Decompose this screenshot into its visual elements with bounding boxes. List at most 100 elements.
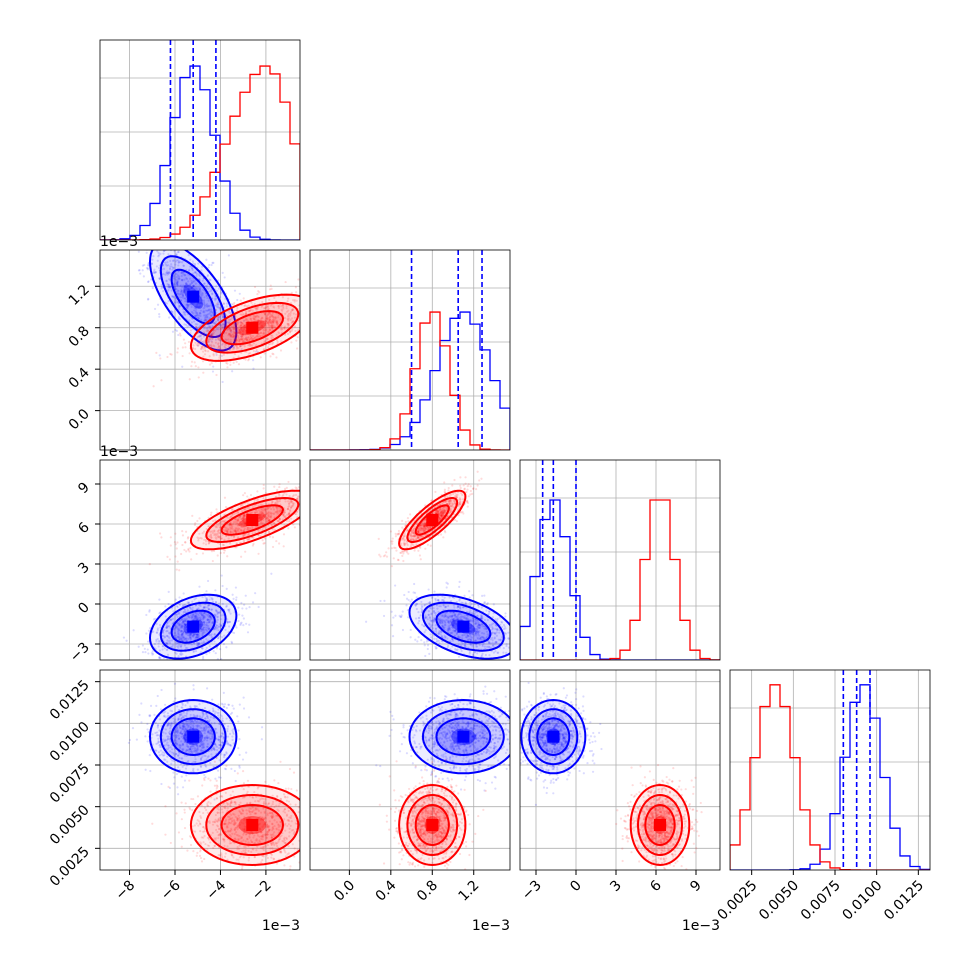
scatter-point — [241, 518, 244, 521]
scatter-point — [467, 635, 470, 638]
scatter-point — [417, 636, 420, 639]
scatter-point — [251, 359, 255, 362]
scatter-point — [275, 338, 279, 342]
scatter-point — [291, 504, 294, 507]
scatter-point — [470, 602, 473, 606]
scatter-point — [516, 679, 518, 681]
scatter-point — [242, 517, 246, 520]
scatter-point — [196, 519, 199, 523]
scatter-point — [186, 303, 189, 306]
scatter-point — [494, 632, 497, 635]
scatter-point — [134, 667, 136, 669]
scatter-point — [180, 637, 183, 640]
scatter-point — [190, 558, 193, 561]
scatter-point — [272, 508, 276, 511]
scatter-point — [202, 331, 206, 334]
scatter-point — [270, 336, 273, 340]
scatter-point — [183, 617, 186, 621]
scatter-point — [173, 631, 177, 635]
scatter-point — [287, 319, 290, 322]
scatter-point — [213, 633, 216, 636]
scatter-point — [466, 488, 469, 491]
scatter-point — [231, 370, 234, 373]
scatter-point — [182, 289, 185, 292]
scatter-point — [289, 312, 292, 315]
scatter-point — [215, 628, 218, 631]
scatter-point — [249, 493, 253, 497]
scatter-point — [166, 261, 169, 264]
scatter-point — [229, 612, 232, 615]
scatter-point — [201, 279, 204, 282]
scatter-point — [175, 275, 178, 279]
scatter-point — [434, 611, 437, 615]
scatter-point — [438, 641, 441, 645]
scatter-point — [203, 631, 206, 634]
scatter-point — [473, 603, 476, 606]
scatter-point — [203, 319, 206, 323]
scatter-point — [192, 635, 195, 638]
scatter-point — [511, 668, 513, 670]
scatter-point — [260, 324, 263, 328]
scatter-point — [249, 342, 252, 346]
scatter-point — [221, 327, 224, 330]
scatter-point — [446, 616, 449, 619]
scatter-point — [162, 656, 165, 660]
scatter-point — [447, 621, 450, 624]
scatter-point — [217, 629, 220, 632]
scatter-point — [525, 678, 527, 680]
scatter-point — [495, 640, 498, 643]
scatter-point — [423, 616, 427, 619]
scatter-point — [141, 644, 145, 647]
scatter-point — [233, 353, 237, 356]
scatter-point — [481, 617, 484, 620]
scatter-point — [235, 332, 238, 335]
scatter-point — [268, 315, 272, 318]
scatter-point — [198, 287, 202, 291]
scatter-point — [186, 537, 190, 540]
scatter-point — [489, 646, 493, 649]
scatter-point — [438, 621, 441, 625]
scatter-point — [219, 526, 222, 529]
scatter-point — [233, 535, 236, 538]
scatter-point — [179, 284, 182, 287]
scatter-point — [269, 313, 272, 316]
scatter-point — [182, 636, 186, 639]
scatter-point — [202, 606, 205, 609]
scatter-point — [206, 327, 209, 330]
scatter-point — [239, 529, 242, 532]
scatter-point — [178, 596, 181, 599]
histogram-series-0 — [100, 65, 300, 240]
scatter-point — [455, 618, 458, 621]
scatter-point — [289, 330, 292, 333]
scatter-point — [241, 329, 244, 333]
scatter-point — [229, 334, 232, 337]
scatter-point — [239, 330, 242, 334]
scatter-point — [192, 618, 195, 621]
scatter-point — [287, 512, 290, 516]
scatter-point — [495, 628, 499, 631]
scatter-point — [211, 621, 214, 624]
scatter-point — [182, 291, 185, 294]
scatter-point — [222, 544, 225, 547]
scatter-point — [208, 263, 211, 267]
scatter-point — [215, 285, 218, 288]
scatter-point — [208, 595, 211, 598]
scatter-point — [413, 549, 416, 552]
scatter-point — [481, 625, 484, 628]
scatter-point — [251, 506, 255, 509]
scatter-point — [276, 322, 279, 325]
scatter-point — [244, 522, 247, 525]
scatter-point — [229, 334, 232, 337]
scatter-point — [148, 609, 151, 612]
scatter-point — [268, 518, 271, 521]
scatter-point — [276, 512, 279, 515]
scatter-point — [178, 623, 181, 626]
scatter-point — [202, 614, 205, 617]
scatter-point — [186, 601, 189, 604]
scatter-point — [450, 600, 453, 603]
scatter-point — [169, 618, 172, 621]
scatter-point — [441, 624, 444, 628]
scatter-point — [177, 292, 180, 295]
scatter-point — [202, 371, 205, 374]
scatter-point — [228, 610, 231, 613]
